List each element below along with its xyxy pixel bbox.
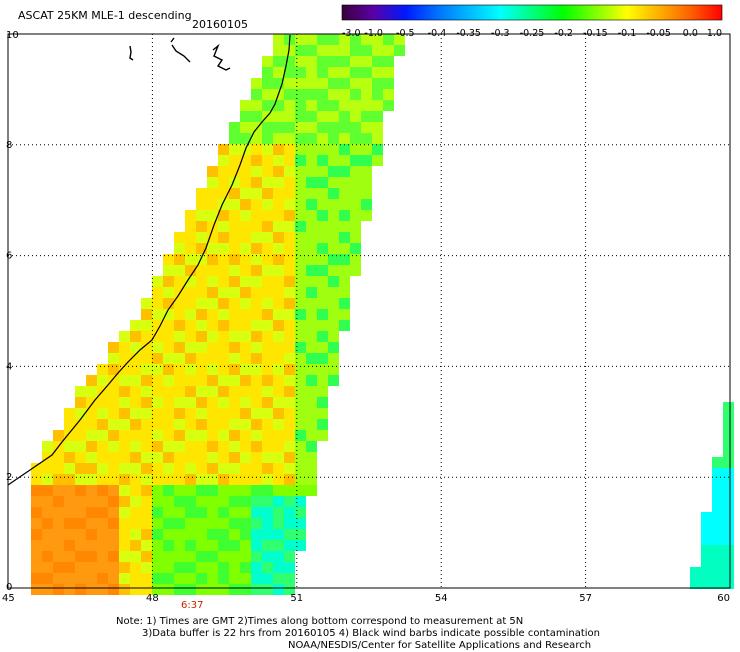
- y-tick-label: 4: [6, 361, 12, 372]
- x-tick-label: 60: [717, 593, 730, 604]
- island-1: [129, 45, 134, 61]
- colorbar-tick-label: 1.0: [707, 28, 722, 39]
- colorbar-tick-label: -0.5: [396, 28, 415, 39]
- x-tick-label: 51: [290, 593, 303, 604]
- x-tick-label: 57: [579, 593, 592, 604]
- y-tick-label: 10: [6, 30, 19, 41]
- colorbar-tick-label: -0.15: [583, 28, 608, 39]
- coastline: [7, 34, 291, 486]
- map-date: 20160105: [192, 18, 248, 31]
- colorbar-tick-label: -0.1: [618, 28, 637, 39]
- y-tick-label: 0: [6, 582, 12, 593]
- x-tick-label: 54: [435, 593, 448, 604]
- colorbar-tick-label: -0.05: [646, 28, 671, 39]
- colorbar-tick-label: -0.2: [554, 28, 573, 39]
- note-line-1: Note: 1) Times are GMT 2)Times along bot…: [116, 616, 524, 627]
- note-line-3: NOAA/NESDIS/Center for Satellite Applica…: [288, 640, 592, 651]
- swath-right: [690, 402, 734, 589]
- x-axis-labels: 45 48 51 54 57 60: [2, 593, 730, 604]
- y-tick-label: 2: [6, 472, 12, 483]
- map-title: ASCAT 25KM MLE-1 descending: [18, 9, 192, 22]
- colorbar-tick-label: 0.0: [683, 28, 698, 39]
- colorbar-tick-label: -1.0: [364, 28, 383, 39]
- y-tick-label: 8: [6, 140, 12, 151]
- swath-main: [31, 34, 405, 595]
- island-3: [212, 43, 231, 71]
- x-tick-label: 45: [2, 593, 15, 604]
- island-2: [170, 37, 191, 63]
- y-tick-label: 6: [6, 251, 12, 262]
- colorbar-tick-label: -0.4: [428, 28, 447, 39]
- colorbar: -3.0 -1.0 -0.5 -0.4 -0.35 -0.3 -0.25 -0.2 -0.15-…: [341, 4, 723, 39]
- colorbar-tick-label: -0.25: [520, 28, 545, 39]
- colorbar-ramp: [341, 4, 723, 21]
- colorbar-tick-label: -0.35: [456, 28, 481, 39]
- plot-frame: [7, 33, 731, 589]
- x-tick-label: 48: [146, 593, 159, 604]
- note-line-2: 3)Data buffer is 22 hrs from 20160105 4)…: [142, 628, 600, 639]
- colorbar-tick-label: -3.0: [342, 28, 361, 39]
- time-label: 6:37: [181, 600, 204, 611]
- y-axis-labels: 0 2 4 6 8 10: [6, 30, 19, 593]
- colorbar-tick-label: -0.3: [491, 28, 510, 39]
